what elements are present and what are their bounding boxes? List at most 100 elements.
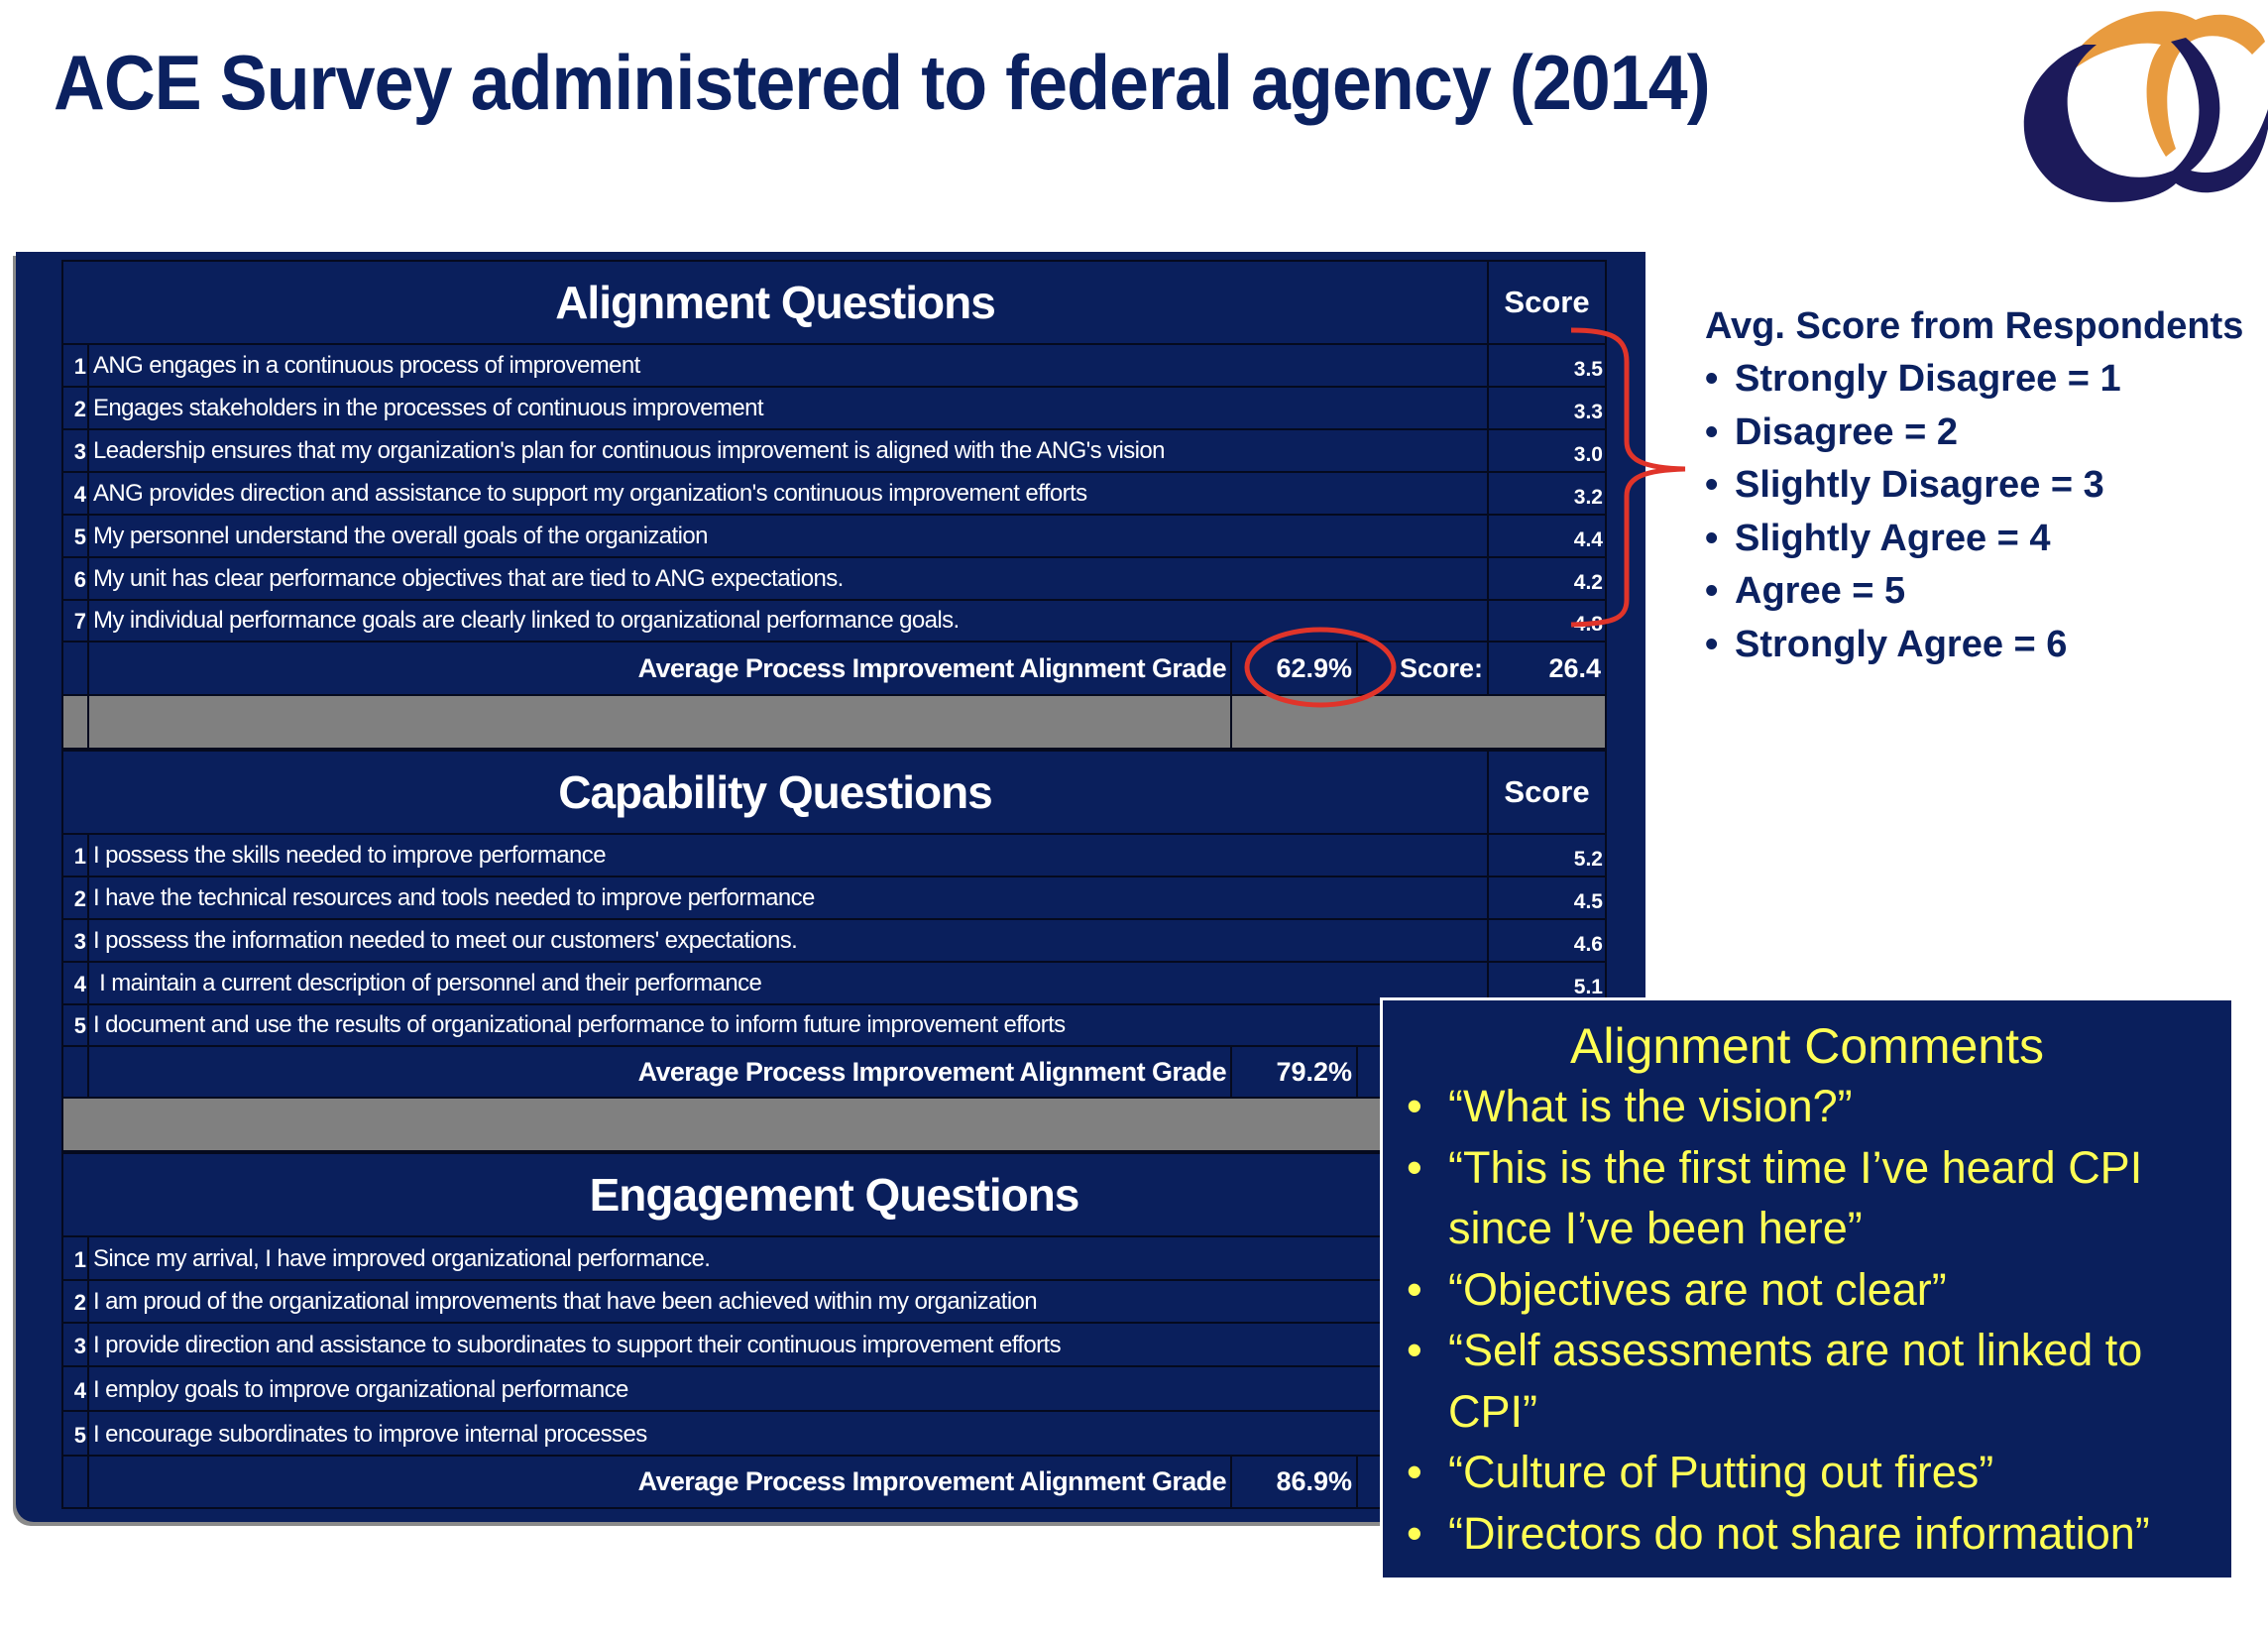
row-number: 4 xyxy=(61,1365,89,1412)
row-number: 3 xyxy=(61,918,89,963)
bullet-icon: • xyxy=(1407,1263,1422,1315)
grade-value: 62.9% xyxy=(1230,641,1358,696)
slide-title: ACE Survey administered to federal agenc… xyxy=(54,39,1711,126)
question-text: I possess the skills needed to improve p… xyxy=(87,833,1489,877)
legend-item-label: Disagree = 2 xyxy=(1735,410,1958,453)
engagement-title: Engagement Questions xyxy=(61,1152,1607,1237)
comment-text: “This is the first time I’ve heard CPI s… xyxy=(1448,1141,2143,1254)
score-legend: Avg. Score from Respondents • Strongly Di… xyxy=(1705,299,2243,671)
comment-item: • “Objectives are not clear” xyxy=(1407,1259,2231,1321)
row-number: 1 xyxy=(61,833,89,877)
row-number: 5 xyxy=(61,1003,89,1047)
question-score: 5.2 xyxy=(1487,833,1607,877)
logo-icon xyxy=(2023,11,2268,202)
total-score-label: Score: xyxy=(1356,641,1489,696)
capability-title: Capability Questions xyxy=(61,750,1489,835)
comment-item: • “What is the vision?” xyxy=(1407,1076,2231,1137)
bullet-icon: • xyxy=(1407,1141,1422,1193)
row-number: 5 xyxy=(61,514,89,558)
legend-item-label: Slightly Agree = 4 xyxy=(1735,517,2051,559)
separator-cell xyxy=(87,694,1232,750)
capability-score-header: Score xyxy=(1487,750,1607,835)
question-text: ANG provides direction and assistance to… xyxy=(87,471,1489,516)
row-number: 3 xyxy=(61,428,89,473)
legend-item-label: Strongly Agree = 6 xyxy=(1735,623,2068,665)
question-text: I possess the information needed to meet… xyxy=(87,918,1489,963)
total-score-value: 26.4 xyxy=(1487,641,1607,696)
separator-cell xyxy=(61,694,89,750)
comment-item: • “Culture of Putting out fires” xyxy=(1407,1442,2231,1503)
bullet-icon: • xyxy=(1705,517,1719,559)
comment-text: “Self assessments are not linked to CPI” xyxy=(1448,1325,2143,1437)
legend-item: • Strongly Disagree = 1 xyxy=(1705,353,2243,407)
grade-value: 79.2% xyxy=(1230,1045,1358,1099)
question-text: I document and use the results of organi… xyxy=(87,1003,1489,1047)
row-number: 1 xyxy=(61,343,89,388)
survey-panel xyxy=(16,252,1645,1522)
comments-list: • “What is the vision?” • “This is the fir… xyxy=(1383,1076,2231,1564)
comment-text: “What is the vision?” xyxy=(1448,1081,1853,1131)
row-number: 4 xyxy=(61,471,89,516)
legend-title: Avg. Score from Respondents xyxy=(1705,305,2244,347)
legend-item: • Disagree = 2 xyxy=(1705,407,2243,460)
question-score: 3.5 xyxy=(1487,343,1607,388)
legend-item-label: Slightly Disagree = 3 xyxy=(1735,464,2104,506)
question-score: 4.4 xyxy=(1487,514,1607,558)
question-score: 4.5 xyxy=(1487,876,1607,920)
comment-text: “Culture of Putting out fires” xyxy=(1448,1447,1994,1497)
bullet-icon: • xyxy=(1705,358,1719,400)
separator-cell xyxy=(61,1097,1607,1152)
alignment-title: Alignment Questions xyxy=(61,260,1489,345)
grade-value: 86.9% xyxy=(1230,1455,1358,1509)
question-score: 4.8 xyxy=(1487,599,1607,643)
bullet-icon: • xyxy=(1407,1081,1422,1131)
grade-label: Average Process Improvement Alignment Gr… xyxy=(87,1045,1232,1099)
separator-cell xyxy=(1230,694,1607,750)
row-number: 5 xyxy=(61,1410,89,1457)
question-text: I have the technical resources and tools… xyxy=(87,876,1489,920)
bullet-icon: • xyxy=(1705,410,1719,453)
question-score: 4.2 xyxy=(1487,556,1607,601)
bullet-icon: • xyxy=(1705,464,1719,506)
legend-item-label: Strongly Disagree = 1 xyxy=(1735,358,2121,400)
question-score: 3.3 xyxy=(1487,386,1607,430)
bullet-icon: • xyxy=(1705,570,1719,612)
legend-item: • Slightly Disagree = 3 xyxy=(1705,459,2243,513)
bullet-icon: • xyxy=(1705,623,1719,665)
row-number-blank xyxy=(61,1455,89,1509)
bullet-icon: • xyxy=(1407,1325,1422,1375)
engagement-table: Engagement Questions 1 Since my arrival,… xyxy=(61,1152,1607,1509)
row-number-blank xyxy=(61,641,89,696)
comment-text: “Objectives are not clear” xyxy=(1448,1263,1947,1315)
comment-item: • “This is the first time I’ve heard CPI … xyxy=(1407,1137,2231,1259)
legend-item: • Agree = 5 xyxy=(1705,565,2243,619)
row-number: 3 xyxy=(61,1322,89,1367)
question-text: My unit has clear performance objectives… xyxy=(87,556,1489,601)
grade-label: Average Process Improvement Alignment Gr… xyxy=(87,641,1232,696)
question-text: My individual performance goals are clea… xyxy=(87,599,1489,643)
alignment-comments-box: Alignment Comments • “What is the vision?… xyxy=(1380,997,2234,1580)
bullet-icon: • xyxy=(1407,1507,1422,1559)
row-number-blank xyxy=(61,1045,89,1099)
grade-label: Average Process Improvement Alignment Gr… xyxy=(87,1455,1232,1509)
comment-text: “Directors do not share information” xyxy=(1448,1507,2150,1559)
comment-item: • “Self assessments are not linked to CPI… xyxy=(1407,1320,2231,1442)
question-text: ANG engages in a continuous process of i… xyxy=(87,343,1489,388)
question-text: Engages stakeholders in the processes of… xyxy=(87,386,1489,430)
question-text: I maintain a current description of pers… xyxy=(87,961,1489,1005)
bullet-icon: • xyxy=(1407,1447,1422,1497)
row-number: 2 xyxy=(61,1279,89,1324)
row-number: 4 xyxy=(61,961,89,1005)
row-number: 2 xyxy=(61,876,89,920)
alignment-score-header: Score xyxy=(1487,260,1607,345)
row-number: 1 xyxy=(61,1235,89,1281)
question-text: Leadership ensures that my organization'… xyxy=(87,428,1489,473)
legend-item-label: Agree = 5 xyxy=(1735,570,1906,612)
row-number: 2 xyxy=(61,386,89,430)
legend-item: • Strongly Agree = 6 xyxy=(1705,619,2243,672)
question-score: 3.2 xyxy=(1487,471,1607,516)
question-score: 3.0 xyxy=(1487,428,1607,473)
capability-table: Capability Questions Score 1 I possess t… xyxy=(61,750,1607,1152)
question-text: My personnel understand the overall goal… xyxy=(87,514,1489,558)
legend-item: • Slightly Agree = 4 xyxy=(1705,513,2243,566)
